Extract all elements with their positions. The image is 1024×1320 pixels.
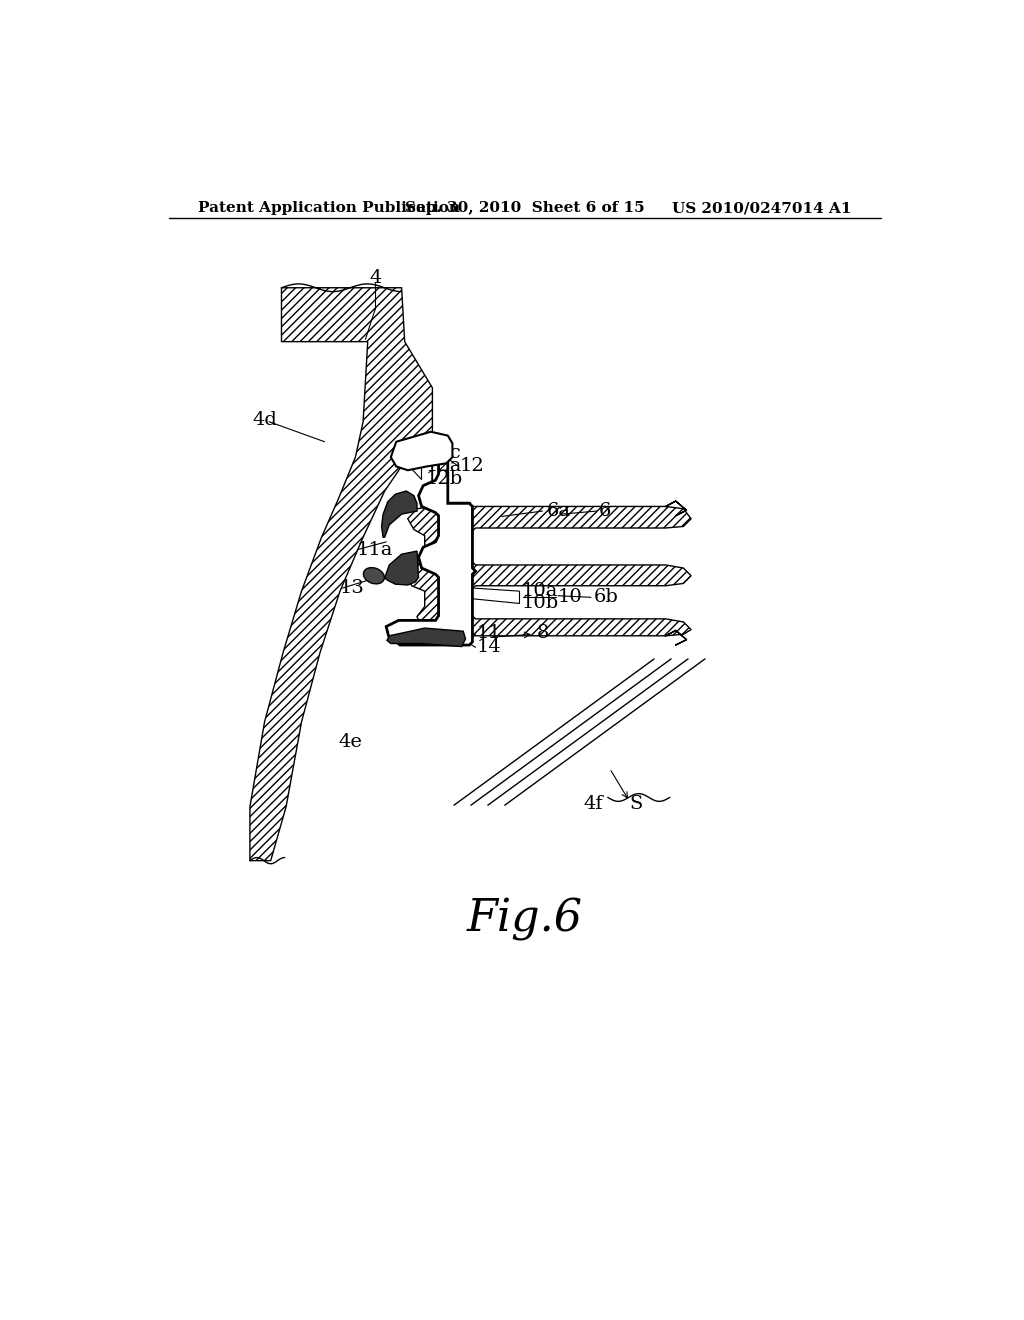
- Text: Fig.6: Fig.6: [467, 898, 583, 941]
- Text: 4d: 4d: [252, 412, 278, 429]
- Polygon shape: [386, 434, 475, 645]
- Polygon shape: [408, 507, 691, 636]
- Polygon shape: [391, 432, 453, 470]
- Text: 4: 4: [370, 269, 382, 286]
- Text: Patent Application Publication: Patent Application Publication: [199, 202, 461, 215]
- Text: 12a: 12a: [425, 458, 462, 475]
- Text: 12: 12: [460, 458, 485, 475]
- Text: 4f: 4f: [584, 795, 603, 813]
- Text: 10: 10: [558, 589, 583, 606]
- Polygon shape: [385, 552, 419, 585]
- Text: 6b: 6b: [594, 589, 618, 606]
- Text: Sep. 30, 2010  Sheet 6 of 15: Sep. 30, 2010 Sheet 6 of 15: [404, 202, 645, 215]
- Polygon shape: [250, 288, 432, 861]
- Polygon shape: [382, 491, 417, 537]
- Polygon shape: [387, 628, 466, 647]
- Text: 6: 6: [599, 502, 611, 520]
- Text: 10b: 10b: [521, 594, 559, 612]
- Text: 4e: 4e: [339, 733, 362, 751]
- Text: S: S: [630, 795, 643, 813]
- Text: 8: 8: [538, 624, 550, 642]
- Text: 11: 11: [477, 624, 502, 642]
- Text: 13: 13: [340, 579, 365, 597]
- Text: 6a: 6a: [547, 502, 570, 520]
- Text: 11a: 11a: [356, 541, 392, 558]
- Text: 12b: 12b: [425, 470, 463, 487]
- Text: 14: 14: [477, 639, 502, 656]
- Text: 12c: 12c: [425, 445, 461, 462]
- Text: 10a: 10a: [521, 582, 558, 601]
- Ellipse shape: [364, 568, 384, 583]
- Text: US 2010/0247014 A1: US 2010/0247014 A1: [672, 202, 851, 215]
